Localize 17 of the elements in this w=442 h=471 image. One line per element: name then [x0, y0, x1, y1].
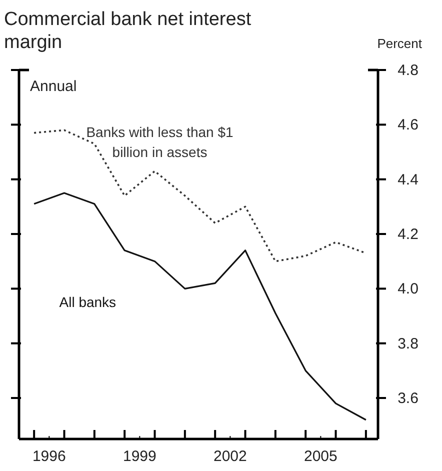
- y-tick-label: 3.6: [398, 390, 418, 407]
- text: All banks: [59, 294, 116, 310]
- line-series: [33, 192, 367, 421]
- y-tick-label: 4.8: [398, 62, 418, 79]
- y-tick-label: 3.8: [398, 335, 418, 352]
- annotation: Annual: [30, 78, 77, 95]
- y-axis-title: Percent: [377, 36, 422, 51]
- series-label: Banks with less than $1 billion in assets: [85, 123, 234, 162]
- y-tick-label: 4.2: [398, 226, 418, 243]
- x-tick-label: 1996: [32, 448, 66, 465]
- x-tick-label: 2002: [213, 448, 247, 465]
- y-tick-label: 4.6: [398, 116, 418, 134]
- x-tick-label: 1999: [122, 448, 156, 465]
- chart-title: Commercial bank net interest margin: [4, 8, 252, 54]
- x-tick-label: 2005: [304, 448, 338, 465]
- y-tick-label: 4.0: [398, 280, 418, 298]
- y-tick-label: 4.4: [398, 171, 418, 188]
